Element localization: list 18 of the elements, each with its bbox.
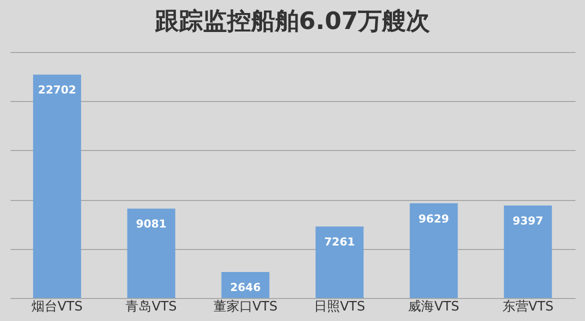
x-tick-label: 威海VTS [408, 300, 460, 314]
bar [410, 203, 458, 298]
bar [33, 74, 82, 298]
chart-title: 跟踪监控船舶6.07万艘次 [154, 7, 432, 35]
x-tick-label: 东营VTS [502, 300, 554, 314]
bar [504, 206, 552, 298]
data-label: 22702 [38, 84, 76, 97]
data-label: 9629 [418, 212, 450, 226]
data-label: 9397 [512, 214, 544, 228]
bar [316, 226, 364, 298]
x-tick-label: 董家口VTS [213, 298, 278, 314]
bar [127, 208, 176, 298]
data-label: 7261 [324, 236, 355, 249]
x-tick-label: 青岛VTS [126, 300, 177, 314]
data-label: 2646 [230, 280, 262, 294]
x-tick-label: 烟台VTS [32, 300, 83, 314]
data-label: 9081 [136, 218, 167, 231]
x-tick-label: 日照VTS [314, 300, 366, 314]
